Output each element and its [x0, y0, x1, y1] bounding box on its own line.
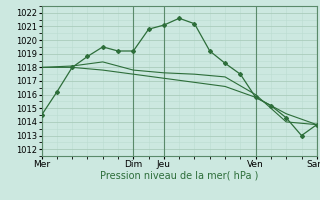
X-axis label: Pression niveau de la mer( hPa ): Pression niveau de la mer( hPa )	[100, 171, 258, 181]
